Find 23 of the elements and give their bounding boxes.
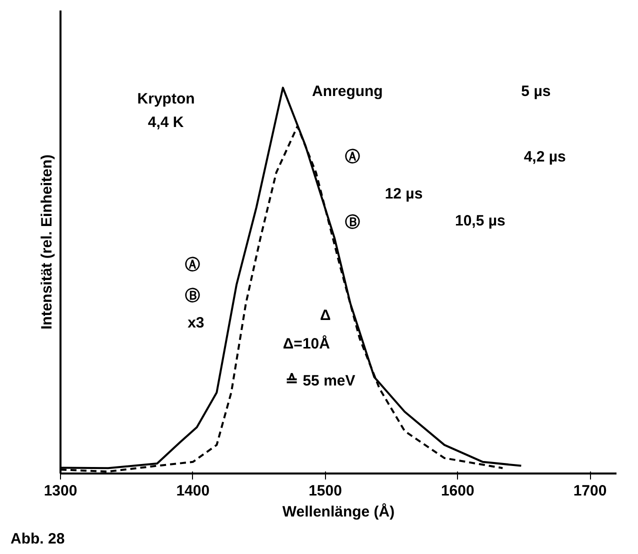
annotation: Ⓐ <box>184 256 200 274</box>
x-tick-label: 1700 <box>573 482 607 500</box>
x-tick-label: 1400 <box>176 482 210 500</box>
annotation: 5 µs <box>521 83 551 100</box>
annotation: Anregung <box>312 83 383 100</box>
annotation: 4,4 K <box>148 114 184 131</box>
y-axis-title: Intensität (rel. Einheiten) <box>38 154 56 330</box>
annotation: x3 <box>188 314 204 332</box>
annotation: 4,2 µs <box>524 148 566 166</box>
x-tick-label: 1600 <box>440 482 474 500</box>
caption: Abb. 28 <box>10 530 65 548</box>
annotation: Ⓑ <box>184 288 200 305</box>
annotation: Krypton <box>137 90 195 108</box>
annotation: 12 µs <box>384 185 423 202</box>
annotation: Δ <box>320 306 331 324</box>
annotation: Δ=10Å <box>282 334 330 353</box>
x-tick-label: 1500 <box>308 482 342 500</box>
annotation: 10,5 µs <box>454 212 506 230</box>
annotation: Ⓐ <box>345 148 360 166</box>
x-axis-title: Wellenlänge (Å) <box>282 502 395 520</box>
annotation: ≙ 55 meV <box>286 372 356 390</box>
annotation: Ⓑ <box>345 214 360 232</box>
x-tick-label: 1300 <box>44 482 78 500</box>
